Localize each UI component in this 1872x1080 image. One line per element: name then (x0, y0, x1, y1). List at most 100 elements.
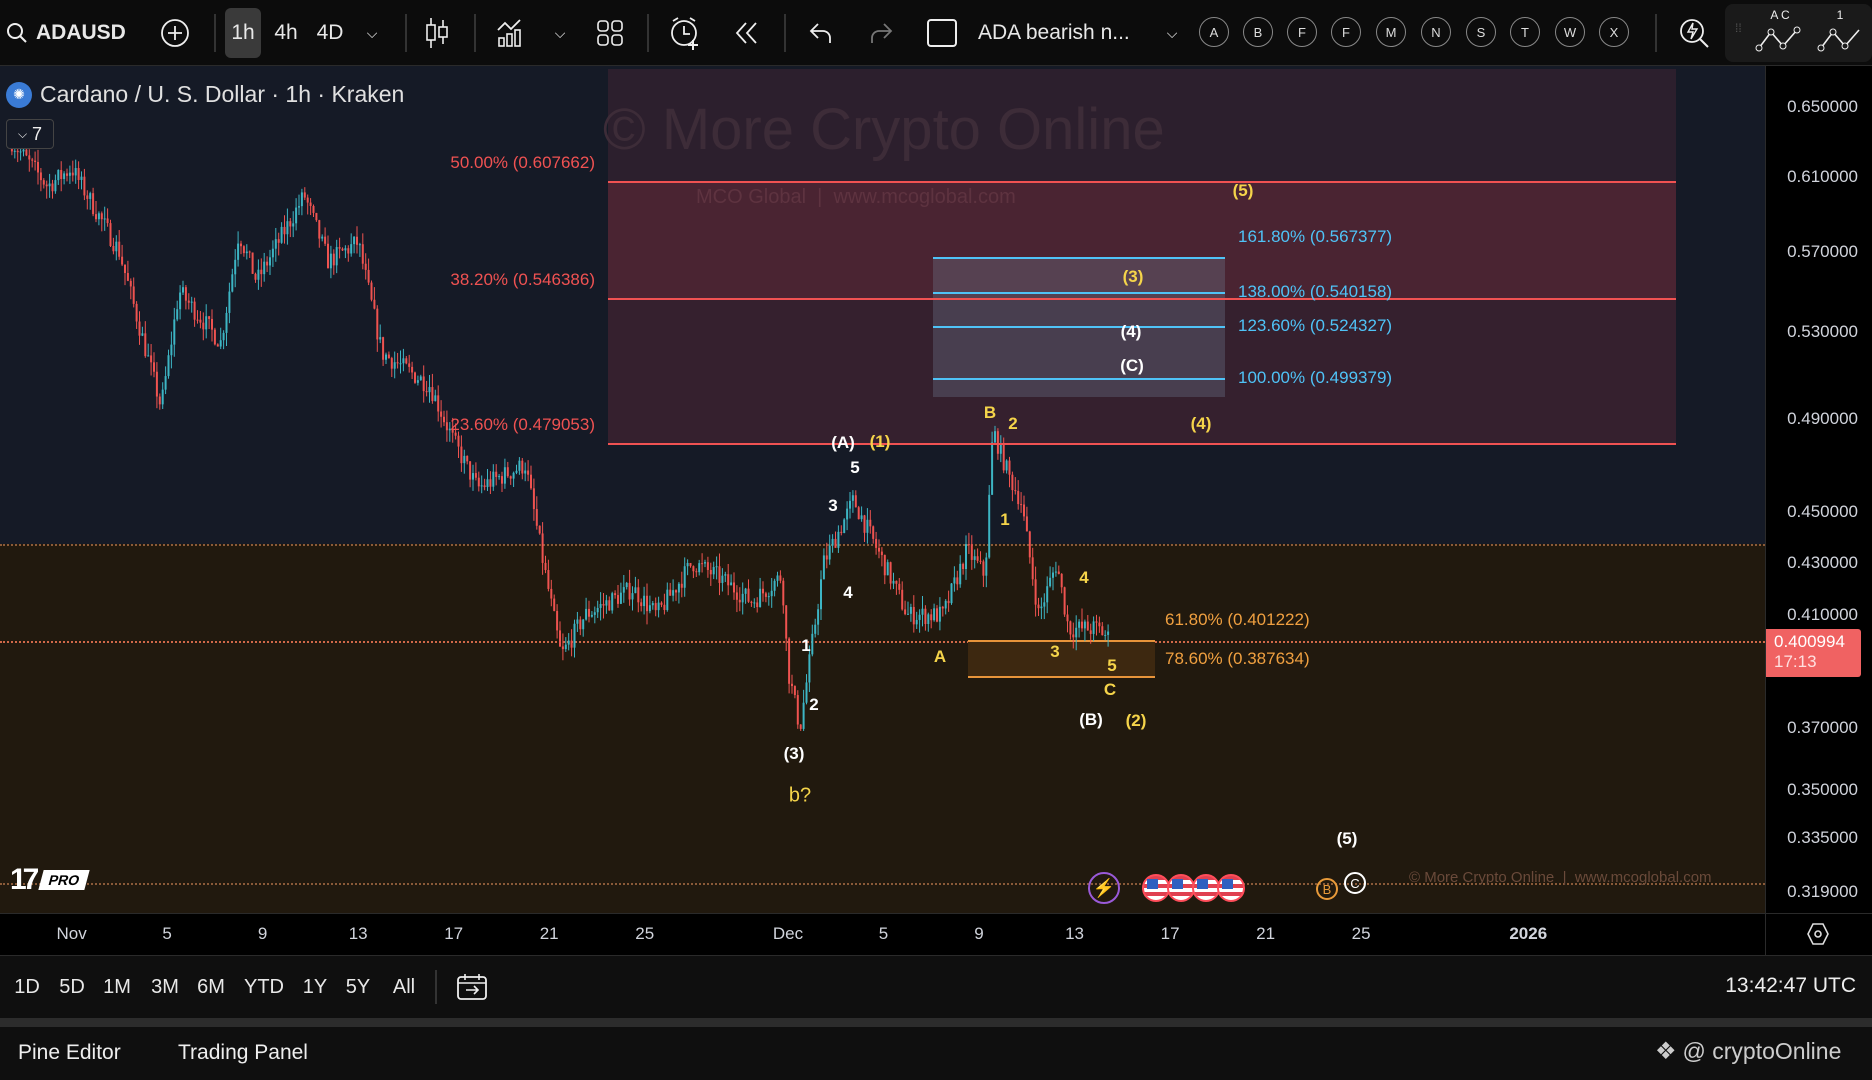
interval-1h[interactable]: 1h (225, 8, 261, 58)
lightning-event-icon[interactable]: ⚡ (1088, 872, 1120, 904)
elliott-wave-label[interactable]: C (1103, 680, 1117, 699)
elliott-wave-label[interactable]: (A) (831, 433, 855, 452)
drawing-tool-n-button[interactable]: N (1421, 17, 1451, 47)
redo-button[interactable] (866, 0, 896, 66)
tab-pine-editor[interactable]: Pine Editor (18, 1041, 121, 1064)
fib-extension-line[interactable] (933, 378, 1225, 380)
elliott-wave-label[interactable]: 1 (801, 636, 811, 655)
fib-retracement-line[interactable] (608, 443, 1676, 446)
period-ytd[interactable]: YTD (244, 976, 284, 998)
us-flag-event-icon[interactable] (1142, 874, 1170, 902)
replay-button[interactable] (732, 0, 762, 66)
candle-body (640, 602, 643, 607)
candle-body (547, 570, 550, 589)
layout-name[interactable]: ADA bearish n... (978, 21, 1130, 44)
symbol-search[interactable]: ADAUSD (6, 0, 156, 66)
candle (651, 600, 654, 610)
drawing-tool-t-button[interactable]: T (1510, 17, 1540, 47)
elliott-wave-label[interactable]: 2 (809, 695, 819, 714)
elliott-wave-label[interactable]: (5) (1336, 829, 1358, 848)
chart-pane[interactable]: © More Crypto Online MCO Global | www.mc… (0, 66, 1765, 913)
elliott-wave-label[interactable]: (3) (1122, 267, 1144, 286)
period-1m[interactable]: 1M (103, 976, 131, 998)
drawing-tool-f-button[interactable]: F (1331, 17, 1361, 47)
fib-retracement-line[interactable] (608, 181, 1676, 184)
earnings-marker-c[interactable]: C (1344, 872, 1366, 894)
drag-handle-icon[interactable]: ⁞⁞ (1735, 21, 1742, 35)
abc-pattern-icon[interactable] (1755, 24, 1805, 54)
us-flag-event-icon[interactable] (1217, 874, 1245, 902)
divider (474, 14, 476, 52)
candle-body (672, 590, 675, 596)
drawing-tool-s-button[interactable]: S (1466, 17, 1496, 47)
fib-retracement-line[interactable] (608, 298, 1676, 301)
elliott-wave-label[interactable]: (C) (1120, 356, 1144, 375)
elliott-wave-label[interactable]: 5 (1107, 656, 1117, 675)
layout-button[interactable] (594, 0, 626, 66)
layout-chevron-icon[interactable]: ⌵ (1166, 24, 1178, 41)
elliott-wave-label[interactable]: (4) (1120, 322, 1142, 341)
period-5y[interactable]: 5Y (345, 976, 371, 998)
elliott-wave-label[interactable]: (2) (1125, 711, 1147, 730)
drawing-tool-a-button[interactable]: A (1199, 17, 1229, 47)
chart-type-button[interactable] (422, 0, 452, 66)
fib-extension-line[interactable] (933, 292, 1225, 294)
add-symbol-button[interactable] (158, 0, 192, 66)
elliott-wave-label[interactable]: (3) (783, 744, 805, 763)
elliott-wave-label[interactable]: 2 (1008, 414, 1018, 433)
interval-4D[interactable]: 4D (316, 21, 344, 44)
fib-extension-line[interactable] (933, 326, 1225, 328)
period-all[interactable]: All (392, 976, 416, 998)
period-3m[interactable]: 3M (151, 976, 179, 998)
candle (118, 229, 121, 260)
candle (878, 539, 880, 559)
indicators-collapse-toggle[interactable]: ⌵ 7 (6, 119, 54, 149)
interval-dropdown-chevron-icon[interactable]: ⌵ (366, 24, 378, 41)
alert-button[interactable] (668, 0, 702, 66)
period-1d[interactable]: 1D (14, 976, 40, 998)
period-1y[interactable]: 1Y (302, 976, 328, 998)
period-6m[interactable]: 6M (197, 976, 225, 998)
elliott-wave-label[interactable]: A (933, 647, 947, 666)
time-axis[interactable]: Nov 5 9 13 17 21 25 Dec 5 9 13 17 21 25 2026 (0, 913, 1872, 956)
drawing-tool-m-button[interactable]: M (1376, 17, 1406, 47)
elliott-wave-label[interactable]: (4) (1190, 414, 1212, 433)
indicators-chevron-icon[interactable]: ⌵ (554, 24, 566, 41)
undo-button[interactable] (806, 0, 836, 66)
drawing-tool-x-button[interactable]: X (1599, 17, 1629, 47)
us-flag-event-icon[interactable] (1192, 874, 1220, 902)
clock-utc[interactable]: 13:42:47 UTC (1725, 974, 1856, 997)
panel-resize-handle[interactable] (0, 1018, 1872, 1027)
elliott-wave-label[interactable]: 5 (850, 458, 860, 477)
candle (1052, 567, 1054, 591)
time-tick: 5 (878, 924, 889, 943)
elliott-wave-label[interactable]: (1) (869, 432, 891, 451)
elliott-wave-label[interactable]: 4 (1079, 568, 1089, 587)
axis-settings-button[interactable] (1806, 922, 1830, 946)
drawing-tool-w-button[interactable]: W (1555, 17, 1585, 47)
tab-trading-panel[interactable]: Trading Panel (178, 1041, 308, 1064)
period-5d[interactable]: 5D (59, 976, 85, 998)
lightning-search-button[interactable] (1677, 0, 1711, 66)
elliott-wave-label[interactable]: 3 (1050, 642, 1060, 661)
candle (683, 557, 686, 597)
layout-save-button[interactable] (926, 0, 958, 66)
elliott-wave-label[interactable]: b? (788, 784, 812, 807)
impulse-pattern-icon[interactable] (1817, 24, 1867, 54)
drawing-tool-f-button[interactable]: F (1287, 17, 1317, 47)
drawing-tool-b-button[interactable]: B (1243, 17, 1273, 47)
elliott-wave-label[interactable]: 4 (843, 583, 853, 602)
interval-4h[interactable]: 4h (274, 21, 298, 44)
earnings-marker-b[interactable]: B (1316, 878, 1338, 900)
fib-extension-line[interactable] (933, 257, 1225, 259)
elliott-wave-label[interactable]: (B) (1079, 710, 1103, 729)
us-flag-event-icon[interactable] (1167, 874, 1195, 902)
elliott-wave-label[interactable]: B (983, 403, 997, 422)
goto-date-button[interactable] (456, 972, 488, 1007)
price-axis[interactable]: 0.650000 0.610000 0.570000 0.530000 0.490000… (1765, 66, 1872, 913)
indicators-button[interactable] (494, 0, 528, 66)
elliott-wave-label[interactable]: (5) (1232, 181, 1254, 200)
elliott-wave-label[interactable]: 3 (828, 496, 838, 515)
candle-body (405, 358, 408, 364)
elliott-wave-label[interactable]: 1 (1000, 510, 1010, 529)
